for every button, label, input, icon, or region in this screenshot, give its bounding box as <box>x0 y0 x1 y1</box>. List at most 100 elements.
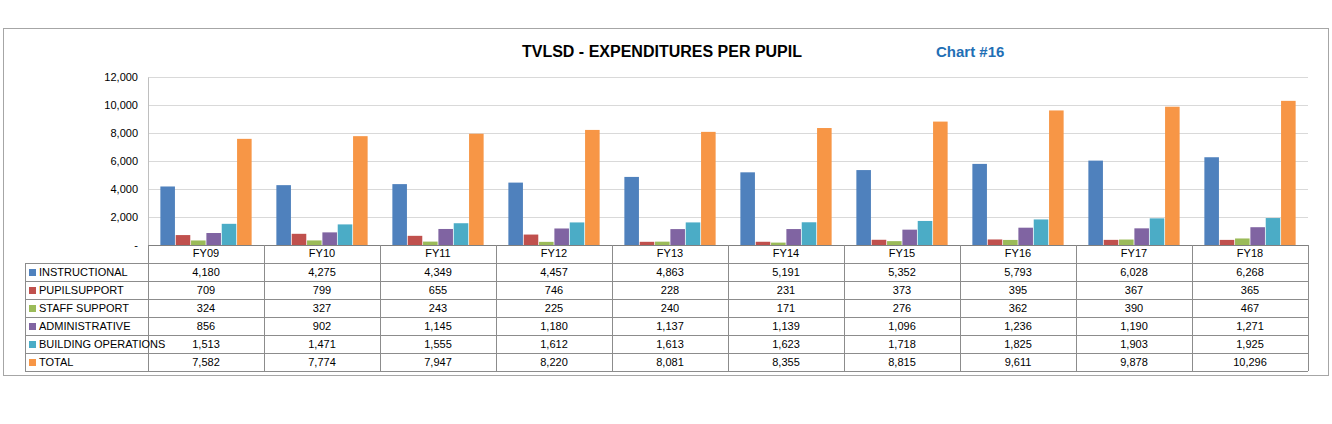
table-cell: 1,623 <box>772 338 800 350</box>
bar <box>872 240 887 245</box>
y-axis: -2,0004,0006,0008,00010,00012,000 <box>104 71 148 251</box>
bar <box>988 239 1003 245</box>
bar <box>392 184 407 245</box>
chart-title: TVLSD - EXPENDITURES PER PUPIL <box>522 43 802 60</box>
table-cell: 8,081 <box>656 356 684 368</box>
table-line <box>25 281 1308 282</box>
bar <box>1134 228 1149 245</box>
legend-item: ADMINISTRATIVE <box>29 320 130 332</box>
y-tick-label: 8,000 <box>110 127 138 139</box>
table-cell: 902 <box>313 320 331 332</box>
table-cell: 9,611 <box>1005 356 1032 368</box>
table-cell: 228 <box>661 284 679 296</box>
table-cell: 1,139 <box>772 320 800 332</box>
x-tick: FY15 <box>889 245 915 259</box>
x-tick: FY11 <box>425 245 450 259</box>
bar <box>1049 110 1064 245</box>
x-tick-label: FY16 <box>1005 247 1031 259</box>
table-cell: 4,863 <box>656 266 684 278</box>
table-cell: 324 <box>197 302 215 314</box>
table-cell: 8,815 <box>888 356 916 368</box>
legend-item: TOTAL <box>29 356 73 368</box>
grid <box>148 78 1308 246</box>
bar <box>802 222 817 245</box>
x-tick-label: FY15 <box>889 247 915 259</box>
x-tick: FY13 <box>657 245 683 259</box>
table-cell: 7,947 <box>424 356 452 368</box>
table-cell: 1,271 <box>1236 320 1264 332</box>
table-cell: 1,612 <box>540 338 568 350</box>
table-cell: 5,793 <box>1004 266 1032 278</box>
legend-swatch <box>29 287 36 294</box>
y-tick-label: 4,000 <box>110 183 138 195</box>
x-tick-label: FY09 <box>193 247 219 259</box>
x-tick: FY14 <box>773 245 799 259</box>
table-cell: 231 <box>777 284 795 296</box>
grid-line <box>148 161 1308 162</box>
y-tick: - <box>134 239 148 251</box>
bar <box>640 242 655 245</box>
table-cell: 8,220 <box>540 356 568 368</box>
bar <box>1165 107 1180 245</box>
table-cell: 390 <box>1125 302 1143 314</box>
table-cell: 327 <box>313 302 331 314</box>
table-cell: 7,774 <box>308 356 336 368</box>
table-cell: 276 <box>893 302 911 314</box>
legend-label: TOTAL <box>39 356 73 368</box>
x-tick-label: FY17 <box>1121 247 1147 259</box>
table-cell: 365 <box>1241 284 1259 296</box>
table-cell: 799 <box>313 284 331 296</box>
bar <box>276 185 291 245</box>
table-line <box>25 335 1308 336</box>
bar <box>1104 240 1119 245</box>
x-tick: FY17 <box>1121 245 1147 259</box>
bar <box>176 235 191 245</box>
bar <box>933 122 948 245</box>
chart-frame <box>4 29 1329 376</box>
bar <box>438 229 453 245</box>
bar <box>1220 240 1235 245</box>
bar <box>902 230 917 245</box>
table-cell: 1,925 <box>1236 338 1264 350</box>
bar <box>756 242 771 245</box>
table-cell: 1,180 <box>540 320 568 332</box>
table-line <box>25 299 1308 300</box>
bar <box>353 136 368 245</box>
bar <box>539 242 554 245</box>
y-tick-label: 12,000 <box>104 71 138 83</box>
y-axis-line <box>148 78 149 246</box>
table-cell: 1,096 <box>888 320 916 332</box>
legend-swatch <box>29 269 36 276</box>
table-cell: 1,903 <box>1120 338 1148 350</box>
y-tick-label: 10,000 <box>104 99 138 111</box>
bar <box>1204 157 1219 245</box>
legend-item: BUILDING OPERATIONS <box>29 338 165 350</box>
x-tick: FY10 <box>309 245 335 259</box>
bar <box>771 243 786 245</box>
table-cell: 1,137 <box>656 320 684 332</box>
table-cell: 4,349 <box>424 266 452 278</box>
bar <box>817 128 832 245</box>
bar <box>1034 219 1049 245</box>
y-tick: 12,000 <box>104 71 148 83</box>
bar <box>408 236 423 245</box>
legend-label: BUILDING OPERATIONS <box>39 338 165 350</box>
table-cell: 7,582 <box>192 356 220 368</box>
legend-swatch <box>29 359 36 366</box>
y-tick-label: - <box>134 239 138 251</box>
bar <box>1281 101 1296 245</box>
bar <box>423 242 438 245</box>
bar <box>1088 161 1103 245</box>
y-tick: 10,000 <box>104 99 148 111</box>
table-cell: 395 <box>1009 284 1027 296</box>
grid-line <box>148 77 1308 78</box>
x-tick-label: FY10 <box>309 247 335 259</box>
table-cell: 225 <box>545 302 563 314</box>
table-line <box>25 263 1308 264</box>
table-cell: 1,236 <box>1004 320 1032 332</box>
bar <box>856 170 871 245</box>
bar <box>1250 227 1265 245</box>
table-cell: 1,471 <box>308 338 336 350</box>
table-line <box>1308 245 1309 371</box>
y-tick-label: 2,000 <box>110 211 138 223</box>
